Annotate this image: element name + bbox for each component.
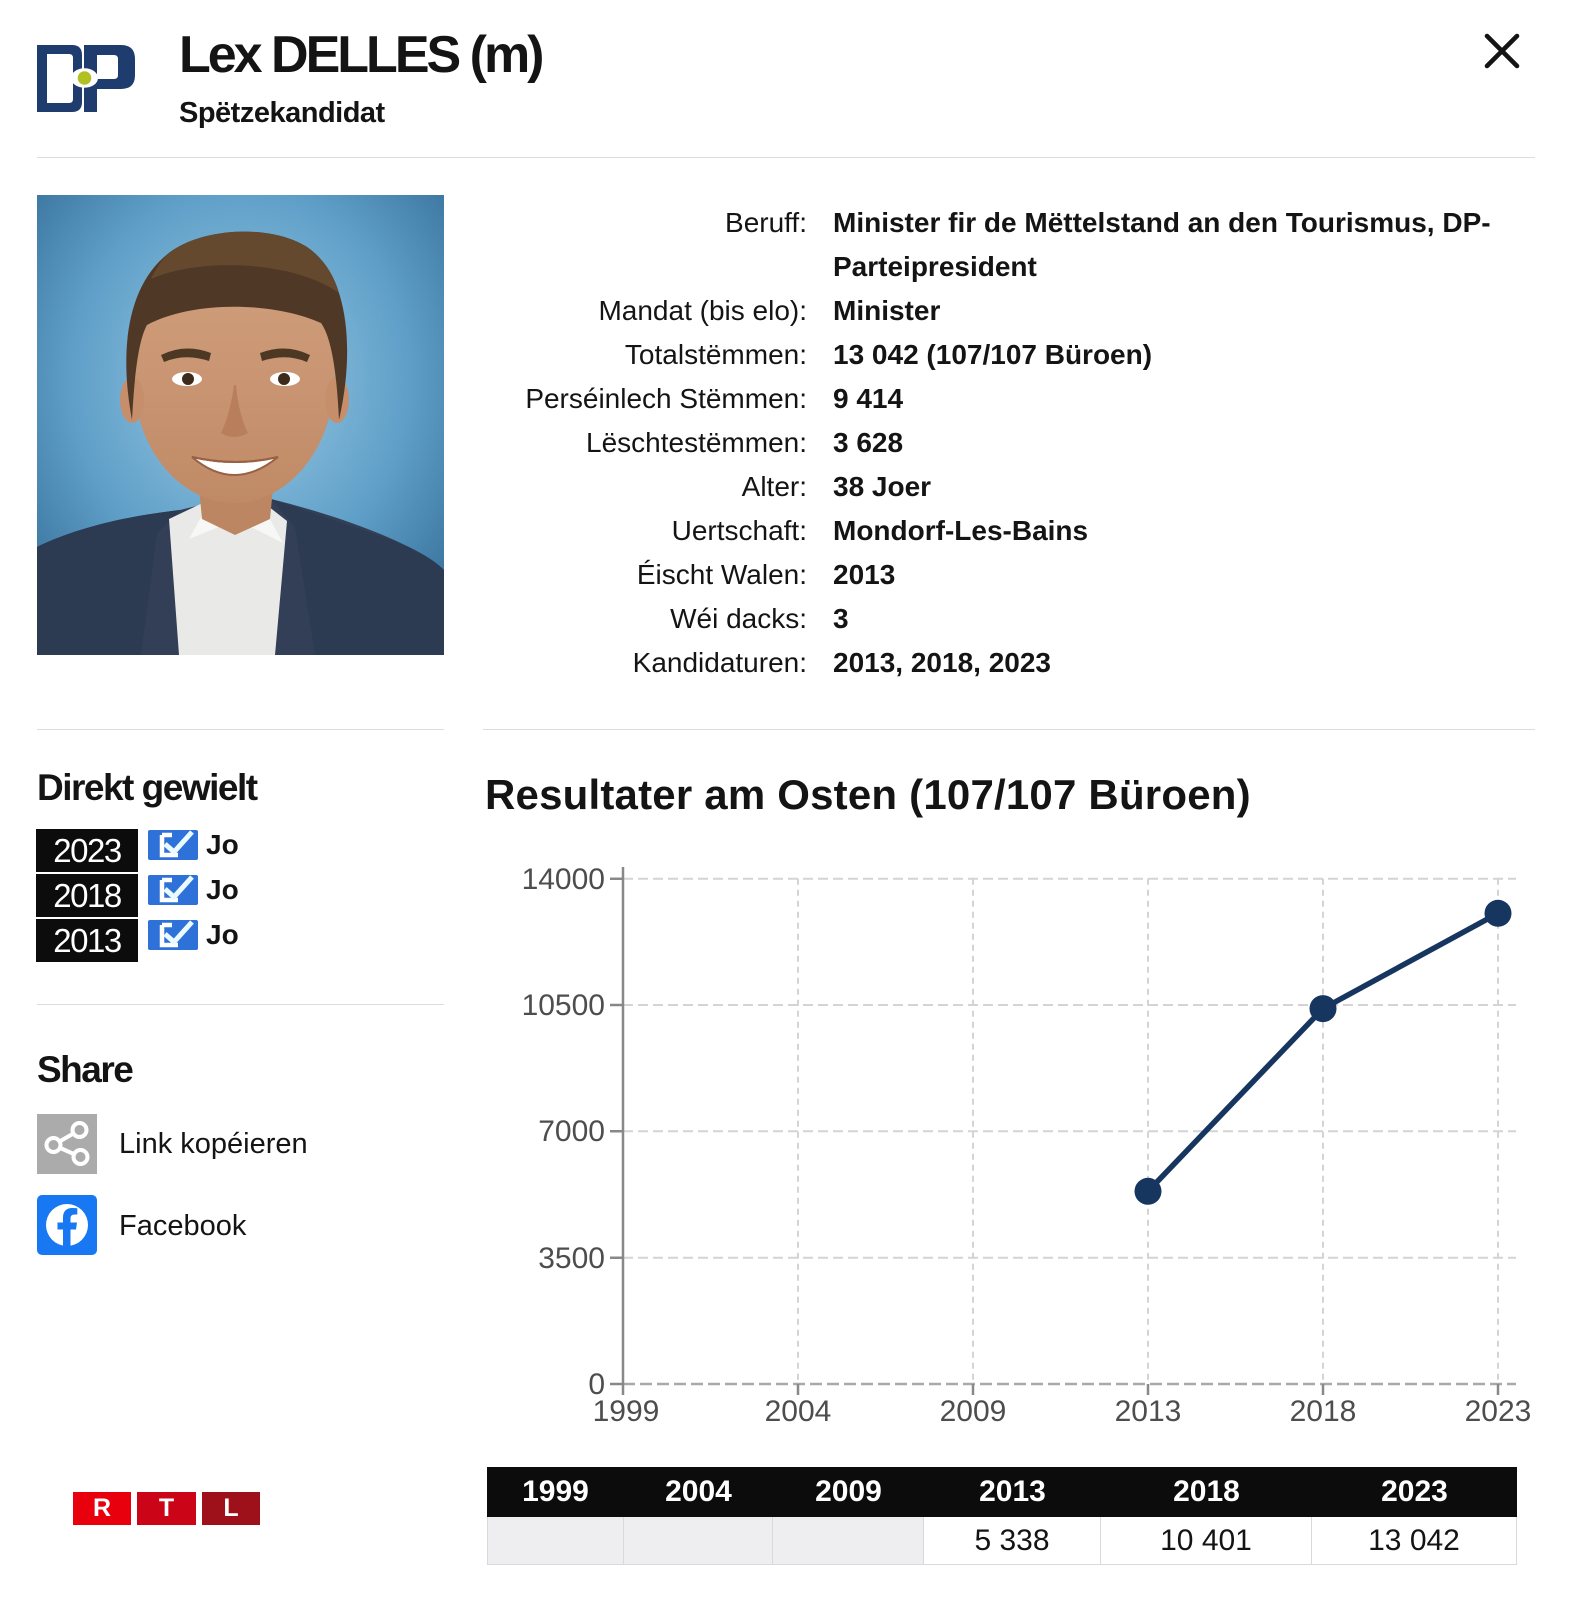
svg-text:2023: 2023 xyxy=(1465,1395,1532,1428)
svg-text:10500: 10500 xyxy=(522,989,605,1022)
svg-text:3500: 3500 xyxy=(538,1242,605,1275)
svg-text:2018: 2018 xyxy=(1290,1395,1357,1428)
svg-text:1999: 1999 xyxy=(593,1395,660,1428)
svg-text:2013: 2013 xyxy=(1115,1395,1182,1428)
svg-text:2009: 2009 xyxy=(940,1395,1007,1428)
svg-text:0: 0 xyxy=(588,1368,605,1401)
svg-text:7000: 7000 xyxy=(538,1115,605,1148)
svg-text:14000: 14000 xyxy=(522,863,605,896)
svg-text:2004: 2004 xyxy=(765,1395,832,1428)
